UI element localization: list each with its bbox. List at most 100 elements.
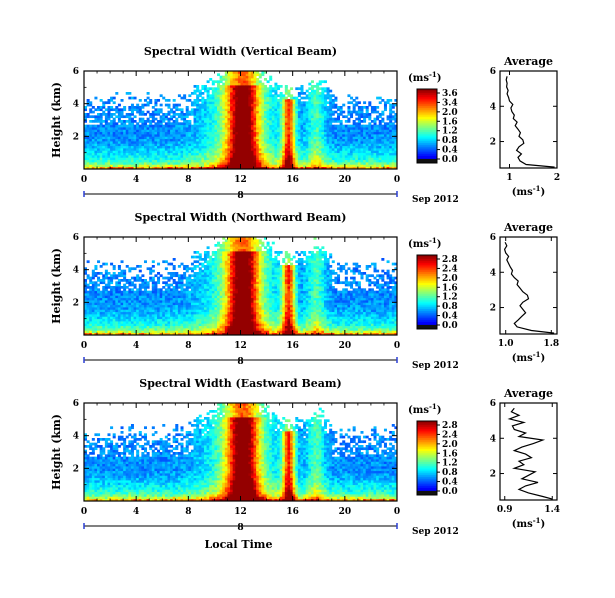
heatmap-cell [248,75,252,79]
heatmap-cell [193,314,197,317]
heatmap-cell [190,293,194,296]
heatmap-cell [297,141,301,144]
heatmap-cell [201,300,205,303]
heatmap-cell [383,150,387,154]
heatmap-cell [89,321,93,324]
heatmap-cell [128,92,132,95]
heatmap-cell [352,162,356,165]
heatmap-cell [175,323,179,327]
heatmap-cell [326,141,330,144]
heatmap-cell [230,166,234,170]
heatmap-cell [167,300,171,303]
heatmap-cell [363,148,367,151]
heatmap-cell [159,127,163,130]
heatmap-cell [357,129,361,133]
heatmap-cell [250,164,254,168]
heatmap-cell [211,166,215,170]
heatmap-cell [297,108,301,112]
heatmap-cell [141,152,145,156]
heatmap-cell [203,164,207,168]
heatmap-cell [190,127,194,130]
heatmap-cell [188,295,192,299]
heatmap-cell [104,295,108,299]
heatmap-cell [136,127,140,130]
heatmap-cell [151,321,155,324]
heatmap-cell [321,134,325,137]
colorbar-step [417,114,437,118]
heatmap-cell [284,87,288,91]
heatmap-cell [102,293,106,296]
heatmap-cell [193,332,197,336]
heatmap-cell [198,134,202,137]
heatmap-cell [151,157,155,161]
heatmap-cell [381,120,385,123]
heatmap-cell [222,89,226,93]
heatmap-cell [357,145,361,149]
heatmap-cell [102,124,106,128]
heatmap-cell [211,108,215,112]
heatmap-cell [378,96,382,100]
heatmap-cell [117,272,121,275]
profile-y-tick-label: 4 [490,102,496,112]
heatmap-cell [84,150,88,154]
heatmap-cell [133,321,137,324]
heatmap-cell [243,152,247,156]
heatmap-cell [128,120,132,123]
heatmap-cell [360,157,364,161]
heatmap-cell [130,330,134,334]
heatmap-cell [258,141,262,144]
heatmap-cell [214,152,218,156]
heatmap-cell [339,157,343,161]
heatmap-cell [130,106,134,109]
heatmap-cell [355,124,359,128]
heatmap-cell [211,134,215,137]
heatmap-cell [154,155,158,158]
heatmap-cell [104,288,108,292]
heatmap-cell [378,127,382,130]
heatmap-cell [206,87,210,91]
heatmap-cell [237,124,241,128]
heatmap-cell [245,124,249,128]
heatmap-cell [339,162,343,165]
heatmap-cell [209,159,213,163]
heatmap-cell [300,155,304,158]
heatmap-cell [250,159,254,163]
heatmap-cell [162,127,166,130]
heatmap-cell [230,157,234,161]
heatmap-cell [97,115,101,119]
heatmap-cell [193,279,197,282]
heatmap-cell [141,309,145,313]
heatmap-cell [219,134,223,137]
heatmap-cell [290,120,294,123]
heatmap-cell [308,157,312,161]
heatmap-cell [128,300,132,303]
heatmap-cell [245,157,249,161]
heatmap-cell [146,309,150,313]
heatmap-cell [368,148,372,151]
heatmap-cell [120,269,124,273]
heatmap-cell [159,124,163,128]
heatmap-cell [97,304,101,308]
heatmap-cell [110,293,114,296]
heatmap-cell [120,136,124,140]
heatmap-cell [91,157,95,161]
heatmap-cell [115,309,119,313]
heatmap-cell [261,164,265,168]
heatmap-cell [141,106,145,109]
heatmap-cell [235,143,239,147]
heatmap-cell [337,117,341,121]
heatmap-cell [363,145,367,149]
heatmap-cell [277,129,281,133]
heatmap-cell [256,159,260,163]
heatmap-cell [151,113,155,116]
heatmap-cell [222,103,226,107]
heatmap-cell [344,164,348,168]
heatmap-cell [318,159,322,163]
heatmap-cell [102,290,106,294]
heatmap-cell [316,159,320,163]
heatmap-cell [334,124,338,128]
heatmap-cell [86,138,90,142]
heatmap-cell [151,155,155,158]
heatmap-cell [313,138,317,142]
heatmap-cell [138,134,142,137]
